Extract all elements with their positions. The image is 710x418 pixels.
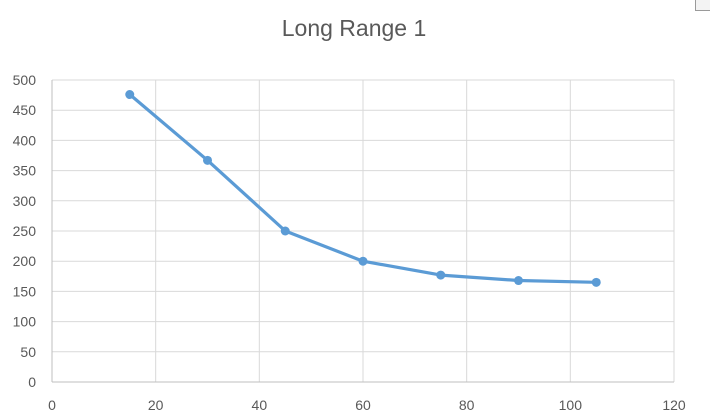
y-tick-label: 400 [13,132,37,148]
y-tick-label: 150 [13,283,37,299]
x-tick-label: 40 [252,397,268,413]
axes [51,80,674,383]
data-point [280,226,290,236]
y-tick-label: 100 [13,314,37,330]
x-tick-label: 120 [662,397,686,413]
x-tick-label: 0 [48,397,56,413]
gridlines [52,79,675,382]
data-series [125,89,601,287]
chart-title: Long Range 1 [282,15,427,41]
x-tick-label: 80 [459,397,475,413]
data-point [358,256,368,266]
y-tick-label: 350 [13,163,37,179]
data-point [514,276,523,286]
data-point [436,270,446,280]
y-tick-label: 200 [13,253,37,269]
x-tick-label: 20 [148,397,164,413]
data-point [591,277,601,287]
y-tick-label: 0 [28,374,36,390]
data-point [125,89,135,99]
y-tick-label: 250 [13,223,37,239]
x-tick-label: 60 [355,397,371,413]
data-point [203,155,212,165]
y-tick-label: 300 [13,193,37,209]
window-corner-fragment [695,0,710,11]
y-tick-label: 450 [13,102,37,118]
y-tick-label: 50 [20,344,36,360]
tick-labels: 0 50 100 150 200 250 300 350 400 450 500 0 20 40 60 80 1… [13,72,686,413]
x-tick-label: 100 [559,397,583,413]
y-tick-label: 500 [13,72,37,88]
